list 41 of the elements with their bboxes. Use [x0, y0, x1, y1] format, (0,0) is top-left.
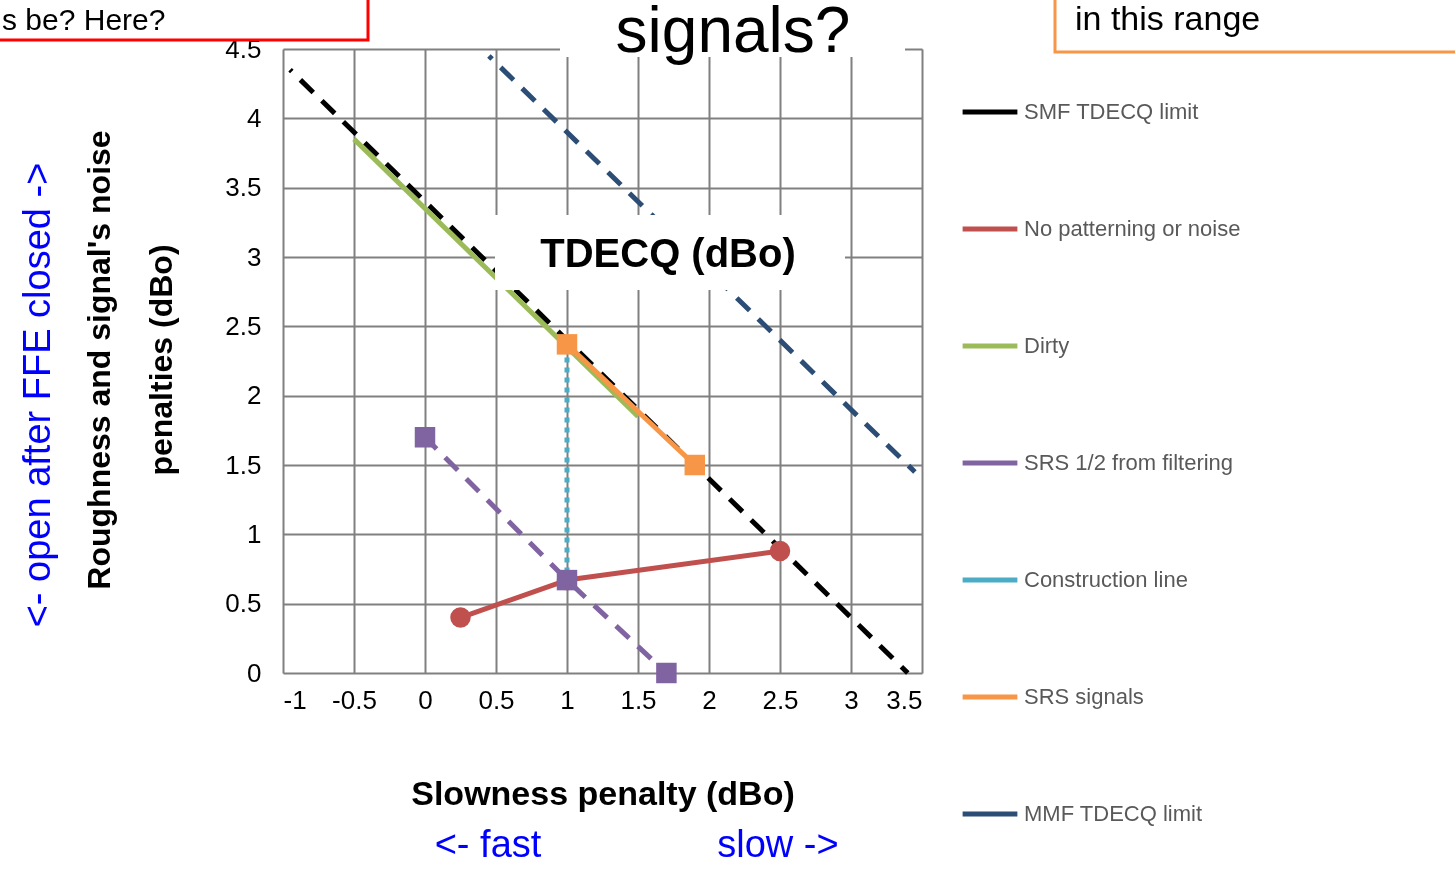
point [769, 540, 791, 562]
x-tick-label: 2.5 [762, 684, 799, 715]
point [684, 454, 706, 476]
x-tick-label: 1 [560, 684, 575, 715]
x-tick-label: 0.5 [478, 684, 515, 715]
legend-label: No patterning or noise [1024, 216, 1241, 241]
y-tick-label: 1.5 [225, 449, 262, 480]
y-tick-label: 3.5 [225, 172, 262, 203]
point [556, 334, 578, 355]
y-tick-label: 2 [247, 380, 262, 411]
text: s be? Here? [2, 3, 166, 36]
text: <- fast [434, 823, 542, 865]
x-tick-label: 1.5 [620, 684, 657, 715]
x-tick-label: 3.5 [886, 684, 923, 715]
y-tick-label: 2.5 [225, 310, 262, 341]
point [450, 607, 471, 628]
x-axis-title: Slowness penalty (dBo) [411, 774, 795, 812]
x-tick-label: -0.5 [332, 684, 377, 715]
legend-label: Dirty [1024, 333, 1070, 358]
y-tick-label: 1 [247, 518, 262, 549]
legend-label: MMF TDECQ limit [1024, 801, 1203, 826]
legend-label: SRS signals [1024, 684, 1144, 709]
x-tick-label: 0 [418, 684, 433, 715]
annotation: TDECQ (dBo) [540, 231, 796, 275]
x-tick-label: -1 [283, 684, 307, 715]
x-tick-label: 2 [702, 684, 717, 715]
point [656, 662, 677, 684]
y-tick-label: 0 [247, 657, 262, 688]
text: <- open after FFE closed -> [16, 162, 58, 628]
legend-label: SMF TDECQ limit [1024, 99, 1199, 124]
y-axis-title: Roughness and signal's noise penalties (dBo) [81, 130, 179, 590]
x-tick-label: 3 [844, 684, 859, 715]
text: slow -> [717, 823, 839, 865]
point [414, 427, 436, 448]
legend-label: SRS 1/2 from filtering [1024, 450, 1234, 475]
annotation: signals? [615, 0, 851, 66]
y-tick-label: 3 [247, 241, 262, 272]
text: in this range [1075, 0, 1261, 37]
y-tick-label: 0.5 [225, 588, 262, 619]
y-tick-label: 4 [247, 102, 262, 133]
legend-label: Construction line [1024, 567, 1188, 592]
